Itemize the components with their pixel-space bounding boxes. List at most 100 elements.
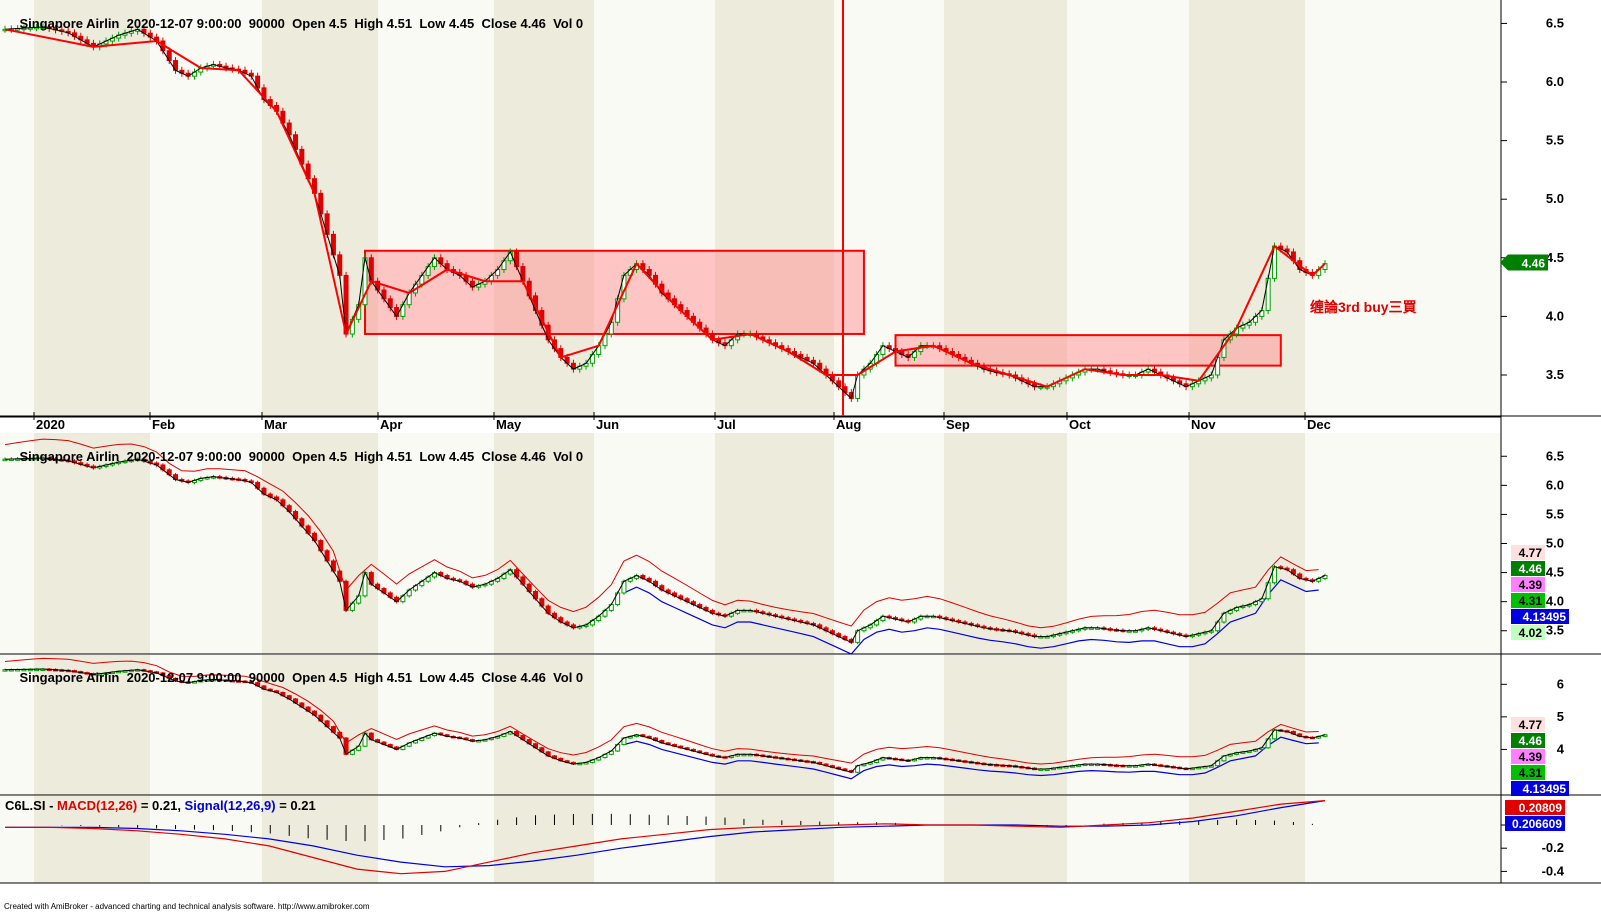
month-shade	[715, 796, 834, 883]
last-price-label: 4.46	[1522, 256, 1546, 270]
volume-value: Vol 0	[553, 449, 584, 464]
last-price-arrow	[1500, 254, 1508, 271]
footer-credit: Created with AmiBroker - advanced charti…	[4, 902, 370, 911]
interval: 90000	[248, 449, 285, 464]
low-value: Low 4.45	[419, 16, 475, 31]
datetime: 2020-12-07 9:00:00	[126, 449, 242, 464]
low-value: Low 4.45	[419, 670, 475, 685]
month-shade	[494, 0, 594, 416]
open-value: Open 4.5	[292, 449, 348, 464]
indicator-value-box	[1511, 561, 1545, 576]
x-tick-label: Aug	[836, 417, 861, 432]
macd-value-box	[1505, 800, 1565, 815]
indicator-value-box	[1511, 609, 1569, 624]
x-tick-label: Mar	[264, 417, 287, 432]
indicator-value-box	[1511, 593, 1545, 608]
last-price-box	[1508, 254, 1548, 271]
indicator-value-label: 4.31	[1519, 766, 1543, 780]
x-tick-label: Dec	[1307, 417, 1331, 432]
month-shade	[494, 655, 594, 795]
indicator-value-box	[1511, 545, 1545, 560]
indicator-value-label: 4.02	[1519, 626, 1543, 640]
signal-label: Signal(12,26,9)	[184, 798, 276, 813]
upper-band-line	[4, 657, 1319, 765]
close-value: Close 4.46	[481, 449, 546, 464]
month-shade	[262, 796, 378, 883]
close-value: Close 4.46	[481, 16, 546, 31]
zigzag-line	[4, 668, 1326, 773]
y-tick-label: 4.5	[1546, 250, 1564, 265]
x-tick-label: Apr	[380, 417, 402, 432]
x-tick-label: 2020	[36, 417, 65, 432]
y-tick-label: -0.4	[1542, 863, 1565, 878]
month-shade	[944, 433, 1067, 654]
y-tick-label: 6.5	[1546, 448, 1564, 463]
upper-band-line	[4, 438, 1319, 629]
signal-value-label: 0.206609	[1512, 817, 1562, 831]
interval: 90000	[248, 16, 285, 31]
lower-band-line	[623, 736, 1319, 780]
month-shade	[494, 796, 594, 883]
indicator-value-box	[1511, 765, 1545, 780]
indicator-value-label: 4.46	[1519, 734, 1543, 748]
indicator-value-label: 4.77	[1519, 546, 1543, 560]
signal-value: = 0.21	[275, 798, 316, 813]
macd-value: = 0.21,	[137, 798, 185, 813]
volume-value: Vol 0	[553, 16, 584, 31]
volume-value: Vol 0	[553, 670, 584, 685]
y-tick-label: 5	[1557, 709, 1564, 724]
month-shade	[494, 433, 594, 654]
interval: 90000	[248, 670, 285, 685]
month-shade	[1189, 433, 1305, 654]
x-tick-label: Nov	[1191, 417, 1216, 432]
macd-symbol: C6L.SI -	[5, 798, 58, 813]
y-tick-label: 4.5	[1546, 565, 1564, 580]
high-value: High 4.51	[354, 670, 413, 685]
open-value: Open 4.5	[292, 16, 348, 31]
indicator-value-box	[1511, 781, 1569, 796]
pane2-header: Singapore Airlin 2020-12-07 9:00:00 9000…	[5, 434, 583, 479]
y-tick-label: 5.5	[1546, 506, 1564, 521]
close-value: Close 4.46	[481, 670, 546, 685]
y-tick-label: 5.0	[1546, 191, 1564, 206]
indicator-value-label: 4.39	[1519, 578, 1543, 592]
y-tick-label: 6.0	[1546, 477, 1564, 492]
y-tick-label: 3.5	[1546, 367, 1564, 382]
high-value: High 4.51	[354, 449, 413, 464]
month-shade	[944, 655, 1067, 795]
month-shade	[715, 433, 834, 654]
indicator-value-box	[1511, 577, 1545, 592]
macd-header: C6L.SI - MACD(12,26) = 0.21, Signal(12,2…	[5, 798, 316, 813]
low-value: Low 4.45	[419, 449, 475, 464]
y-tick-label: 4	[1557, 741, 1565, 756]
lower-band-line	[623, 579, 1319, 655]
month-shade	[34, 433, 150, 654]
x-tick-label: Jul	[717, 417, 736, 432]
indicator-value-box	[1511, 733, 1545, 748]
y-tick-label: 6.0	[1546, 74, 1564, 89]
indicator-value-label: 4.31	[1519, 594, 1543, 608]
indicator-value-label: 4.13495	[1523, 610, 1567, 624]
indicator-value-label: 4.13495	[1523, 782, 1567, 796]
indicator-value-box	[1511, 749, 1545, 764]
open-value: Open 4.5	[292, 670, 348, 685]
month-shade	[262, 655, 378, 795]
macd-line	[5, 800, 1326, 875]
stroke-segment-line	[4, 28, 1326, 388]
zigzag-line	[4, 457, 1326, 644]
macd-label: MACD(12,26)	[57, 798, 138, 813]
buy-signal-annotation: 缠論3rd buy三買	[1310, 299, 1418, 315]
month-shade	[1189, 655, 1305, 795]
pane1-header: Singapore Airlin 2020-12-07 9:00:00 9000…	[5, 1, 583, 46]
y-tick-label: 6	[1557, 676, 1564, 691]
month-shade	[715, 655, 834, 795]
month-shade	[715, 0, 834, 416]
macd-value-label: 0.20809	[1519, 801, 1563, 815]
x-tick-label: Oct	[1069, 417, 1091, 432]
y-tick-label: 6.5	[1546, 15, 1564, 30]
month-shade	[34, 655, 150, 795]
x-tick-label: Sep	[946, 417, 970, 432]
x-tick-label: May	[496, 417, 522, 432]
